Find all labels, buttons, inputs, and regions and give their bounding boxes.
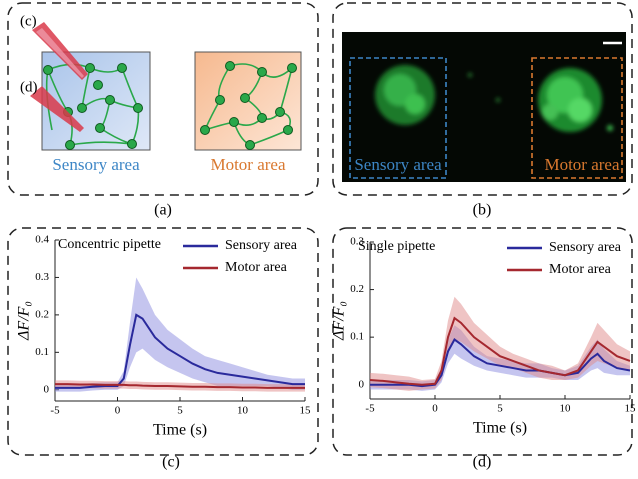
pipette — [30, 86, 84, 132]
x-tick-label: 0 — [115, 405, 121, 417]
panel-frame — [7, 227, 319, 456]
y-axis-label: ΔF/F₀ — [16, 301, 33, 341]
x-tick-label: 15 — [300, 405, 312, 417]
y-tick-label: 0 — [359, 378, 365, 390]
legend-label: Sensory area — [549, 240, 622, 255]
chart-title: Concentric pipette — [58, 237, 161, 252]
pipette-label: (c) — [20, 13, 37, 29]
x-tick-label: 0 — [432, 403, 438, 415]
y-tick-label: 0.2 — [350, 283, 364, 295]
y-tick-label: 0.3 — [35, 271, 49, 283]
sensory-square — [41, 51, 151, 151]
x-axis-label: Time (s) — [153, 422, 207, 439]
caption: (a) — [154, 202, 172, 219]
series-line — [369, 316, 631, 386]
series-line — [55, 313, 305, 389]
y-tick-label: 0.2 — [35, 308, 49, 320]
x-axis-label: Time (s) — [473, 420, 527, 437]
x-tick-label: -5 — [50, 405, 60, 417]
y-axis-label: ΔF/F₀ — [331, 301, 348, 341]
panel-frame — [332, 2, 633, 196]
area-label: Motor area — [544, 155, 620, 174]
x-tick-label: 5 — [177, 405, 183, 417]
legend-label: Motor area — [225, 260, 288, 275]
roi-box — [349, 57, 447, 179]
panel-frame — [7, 2, 319, 196]
legend-label: Motor area — [549, 262, 612, 277]
area-label: Sensory area — [52, 155, 140, 174]
caption: (b) — [473, 202, 492, 219]
caption: (d) — [473, 454, 492, 471]
panel-frame — [332, 227, 633, 456]
x-tick-label: 10 — [560, 403, 572, 415]
y-tick-label: 0.4 — [35, 234, 49, 246]
x-tick-label: 15 — [625, 403, 637, 415]
roi-box — [531, 57, 623, 179]
pipette — [36, 28, 84, 78]
y-tick-label: 0.1 — [350, 331, 364, 343]
error-band — [55, 277, 305, 392]
error-band — [370, 296, 630, 391]
y-tick-label: 0 — [44, 383, 50, 395]
x-tick-label: -5 — [365, 403, 375, 415]
y-tick-label: 0.3 — [350, 236, 364, 248]
series-line — [370, 338, 631, 388]
legend-label: Sensory area — [225, 238, 298, 253]
y-tick-label: 0.1 — [35, 346, 49, 358]
series-line — [55, 383, 305, 389]
chart-title: Single pipette — [358, 239, 435, 254]
caption: (c) — [162, 454, 180, 471]
x-tick-label: 10 — [237, 405, 249, 417]
area-label: Motor area — [210, 155, 286, 174]
pipette-label: (d) — [20, 79, 38, 95]
area-label: Sensory area — [354, 155, 442, 174]
x-tick-label: 5 — [497, 403, 503, 415]
cell-clusters — [375, 65, 613, 132]
